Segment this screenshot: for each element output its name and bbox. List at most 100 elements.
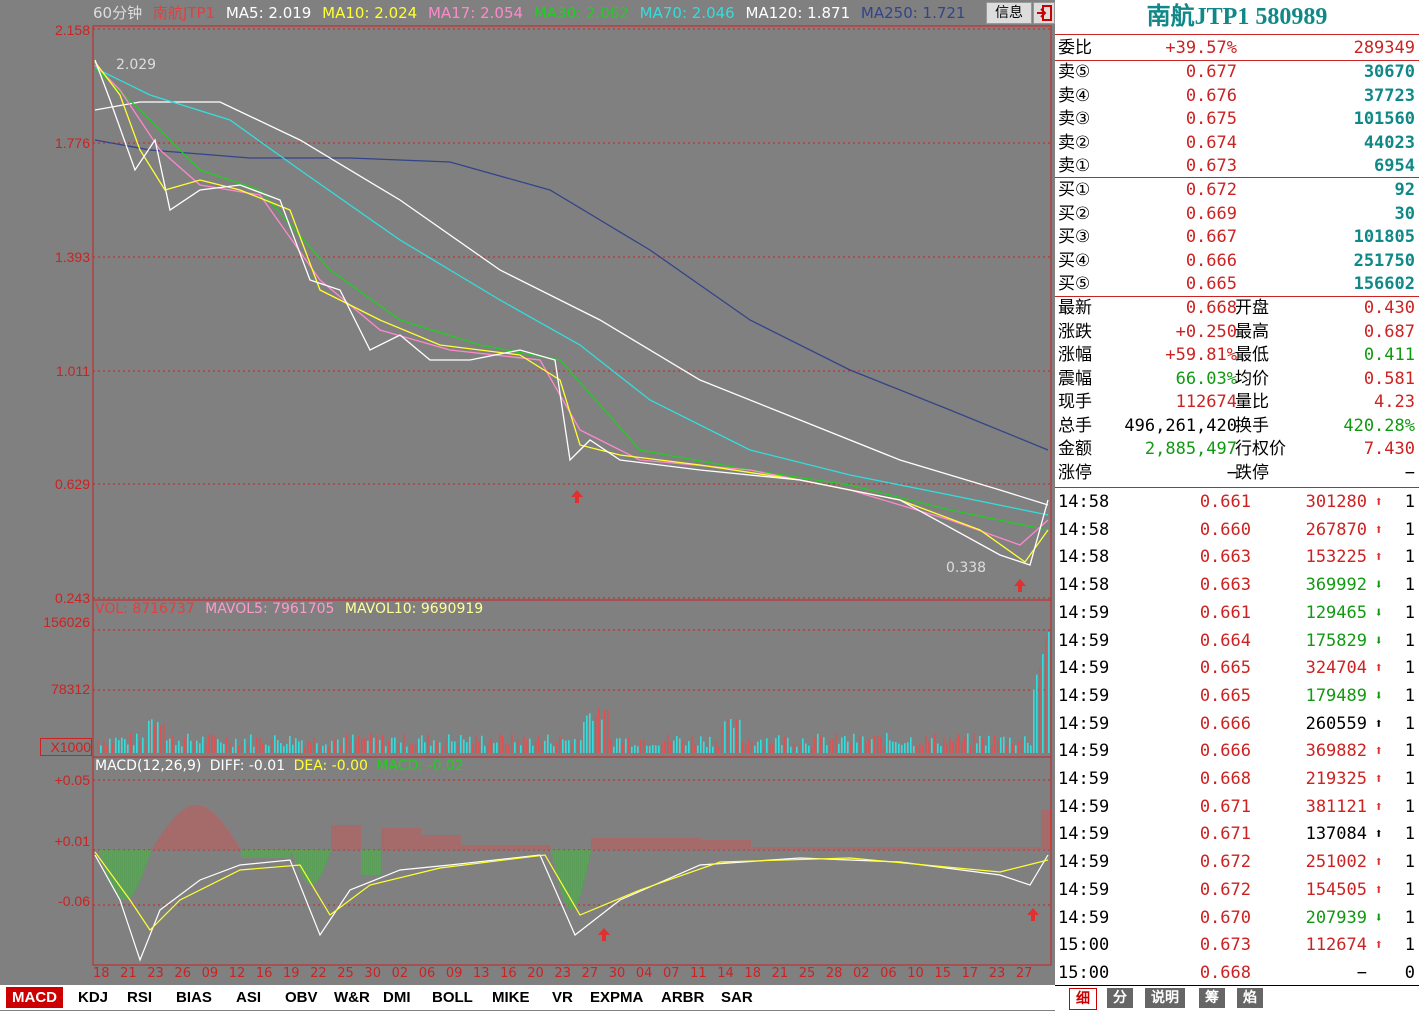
- macd-bar: [577, 850, 579, 902]
- tick-volume: 251002: [1305, 852, 1367, 873]
- diff-label: DIFF: -0.01: [209, 758, 286, 774]
- panel-tab-3[interactable]: 筹: [1199, 988, 1225, 1008]
- panel-tab-1[interactable]: 分: [1107, 988, 1133, 1008]
- volume-bar: [235, 738, 237, 753]
- tick-time: 14:59: [1058, 658, 1110, 679]
- tab-boll[interactable]: BOLL: [432, 989, 473, 1006]
- volume-bar: [697, 745, 699, 753]
- macd-bar: [319, 850, 321, 877]
- volume-bar: [835, 733, 837, 753]
- volume-bar: [304, 746, 306, 753]
- stat-label: 换手: [1235, 415, 1269, 436]
- volume-bar: [673, 740, 675, 753]
- panel-tab-0[interactable]: 细: [1069, 988, 1097, 1010]
- macd-bar: [127, 850, 129, 899]
- macd-bar: [159, 836, 161, 850]
- panel-tab-2[interactable]: 说明: [1145, 988, 1185, 1008]
- macd-bar: [291, 850, 293, 853]
- macd-bar: [571, 850, 573, 910]
- macd-bar: [185, 807, 187, 850]
- volume-bar: [511, 733, 513, 753]
- tab-vr[interactable]: VR: [552, 989, 573, 1006]
- date-tick: 07: [663, 966, 680, 981]
- macd-bar: [453, 835, 455, 850]
- macd-bar: [827, 847, 829, 850]
- macd-bar: [709, 840, 711, 850]
- tick-price: 0.670: [1199, 907, 1251, 928]
- volume-bar: [289, 735, 291, 753]
- stat-value: −: [1404, 462, 1415, 483]
- macd-bar: [427, 835, 429, 850]
- exit-button[interactable]: [1033, 2, 1055, 24]
- volume-bar: [715, 740, 717, 753]
- volume-bar: [718, 746, 720, 753]
- volume-bar: [622, 742, 624, 753]
- volume-bar: [175, 745, 177, 753]
- info-button[interactable]: 信息: [986, 2, 1032, 24]
- volume-bar: [433, 740, 435, 753]
- down-arrow-icon: ⬇: [1374, 577, 1383, 594]
- volume-bar: [748, 738, 750, 753]
- tab-mike[interactable]: MIKE: [492, 989, 530, 1006]
- tab-expma[interactable]: EXPMA: [590, 989, 644, 1006]
- tab-dmi[interactable]: DMI: [383, 989, 411, 1006]
- tab-bias[interactable]: BIAS: [176, 989, 212, 1006]
- tick-time: 15:00: [1058, 962, 1110, 983]
- stat-value: 4.23: [1374, 392, 1415, 412]
- volume-bar: [652, 744, 654, 753]
- macd-bar: [955, 847, 957, 850]
- tick-volume: 112674: [1305, 935, 1367, 956]
- macd-bar: [771, 847, 773, 850]
- macd-bar: [331, 825, 333, 850]
- ma-line: [94, 61, 1049, 563]
- macd-bar: [341, 825, 343, 850]
- volume-bar: [118, 740, 120, 753]
- tab-sar[interactable]: SAR: [721, 989, 753, 1006]
- volume-bar: [694, 744, 696, 753]
- date-tick: 12: [228, 966, 246, 981]
- volume-bar: [403, 733, 405, 753]
- macd-bar: [719, 840, 721, 850]
- tab-asi[interactable]: ASI: [236, 989, 262, 1006]
- macd-bar: [1011, 847, 1013, 850]
- tab-wr[interactable]: W&R: [334, 989, 370, 1006]
- stat-value: −: [1226, 462, 1237, 483]
- macd-bar: [899, 847, 901, 850]
- order-label: 卖①: [1058, 156, 1091, 176]
- chart-area[interactable]: 60分钟 南航JTP1 MA5: 2.019 MA10: 2.024 MA17:…: [0, 0, 1055, 985]
- macd-bar: [637, 838, 639, 850]
- macd-bar: [253, 850, 255, 858]
- volume-bar: [769, 743, 771, 753]
- tick-price: 0.663: [1199, 547, 1251, 568]
- macd-bar: [423, 835, 425, 850]
- macd-bar: [745, 840, 747, 850]
- macd-bar: [863, 847, 865, 850]
- macd-bar: [447, 835, 449, 850]
- tab-rsi[interactable]: RSI: [127, 989, 153, 1006]
- macd-bar: [207, 808, 209, 850]
- divider: [1055, 296, 1419, 297]
- tab-macd[interactable]: MACD: [6, 987, 63, 1008]
- macd-bar: [271, 850, 273, 858]
- macd-bar: [985, 847, 987, 850]
- macd-bar: [381, 828, 383, 850]
- macd-bar: [227, 830, 229, 850]
- volume-bar: [931, 738, 933, 753]
- macd-bar: [439, 835, 441, 850]
- tab-kdj[interactable]: KDJ: [78, 989, 109, 1006]
- macd-bar: [385, 828, 387, 850]
- macd-bar: [519, 845, 521, 850]
- panel-tab-4[interactable]: 焰: [1237, 988, 1263, 1008]
- tab-obv[interactable]: OBV: [285, 989, 318, 1006]
- volume-bar: [316, 743, 318, 753]
- macd-bar: [501, 845, 503, 850]
- kline-chart[interactable]: [0, 0, 1055, 985]
- macd-bar: [153, 845, 155, 850]
- tab-arbr[interactable]: ARBR: [661, 989, 705, 1006]
- volume-bar: [505, 743, 507, 753]
- macd-bar: [931, 847, 933, 850]
- macd-bar: [139, 850, 141, 881]
- macd-bar: [311, 850, 313, 885]
- stat-label: 量比: [1235, 392, 1269, 412]
- macd-bar: [979, 847, 981, 850]
